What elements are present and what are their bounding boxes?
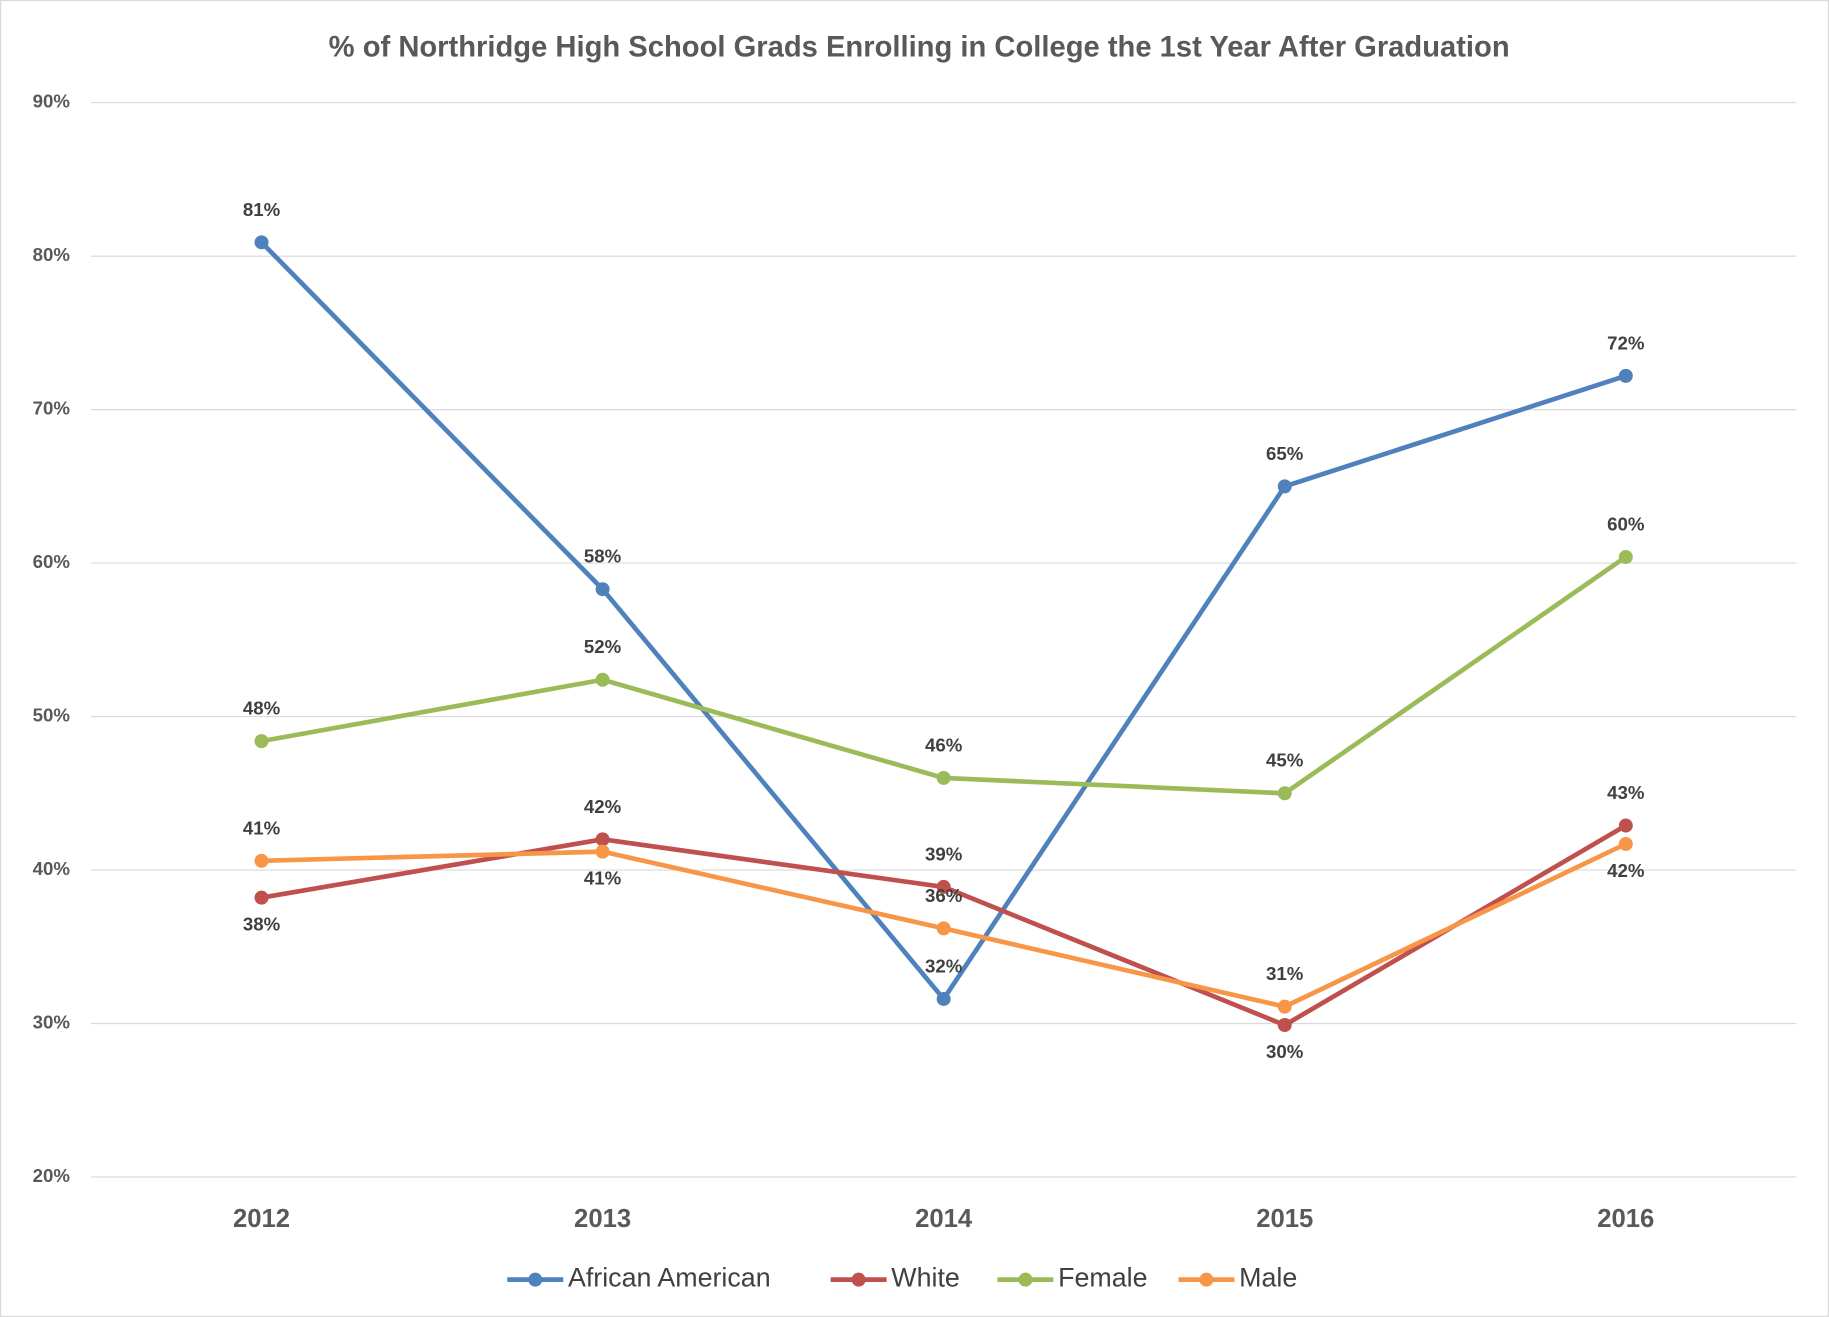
point: [1618, 836, 1633, 851]
point: [1618, 368, 1633, 383]
chart-title: % of Northridge High School Grads Enroll…: [329, 32, 1510, 64]
point: [254, 890, 269, 905]
y-tick-label: 30%: [33, 1011, 71, 1032]
data-label: 48%: [243, 698, 281, 719]
point: [595, 582, 610, 597]
data-label: 52%: [584, 636, 622, 657]
data-label: 81%: [243, 199, 281, 220]
legend-marker: [1018, 1272, 1033, 1287]
data-label: 45%: [1266, 750, 1304, 771]
point: [1618, 818, 1633, 833]
data-label: 42%: [1607, 860, 1645, 881]
point: [936, 879, 951, 894]
data-label: 43%: [1607, 782, 1645, 803]
point: [1277, 999, 1292, 1014]
legend-label: Female: [1058, 1263, 1147, 1293]
y-tick-label: 50%: [33, 704, 71, 725]
point: [1277, 786, 1292, 801]
y-tick-label: 90%: [33, 91, 71, 112]
legend-marker: [851, 1272, 866, 1287]
y-tick-label: 60%: [33, 551, 71, 572]
data-label: 58%: [584, 546, 622, 567]
y-tick-label: 70%: [33, 398, 71, 419]
legend-label: African American: [568, 1263, 771, 1293]
data-label: 72%: [1607, 332, 1645, 353]
data-label: 42%: [584, 796, 622, 817]
y-tick-label: 20%: [33, 1165, 71, 1186]
point: [1277, 479, 1292, 494]
x-tick-label: 2013: [574, 1205, 631, 1233]
data-label: 39%: [925, 843, 963, 864]
x-tick-label: 2012: [233, 1205, 290, 1233]
legend-label: White: [891, 1263, 960, 1293]
legend-marker: [1199, 1272, 1214, 1287]
point: [936, 921, 951, 936]
point: [254, 235, 269, 250]
x-tick-label: 2014: [915, 1205, 973, 1233]
y-tick-label: 80%: [33, 244, 71, 265]
x-tick-label: 2015: [1256, 1205, 1313, 1233]
legend-marker: [528, 1272, 543, 1287]
point: [595, 672, 610, 687]
data-label: 36%: [925, 885, 963, 906]
legend-label: Male: [1239, 1263, 1297, 1293]
y-tick-label: 40%: [33, 858, 71, 879]
data-label: 41%: [584, 868, 622, 889]
data-label: 65%: [1266, 443, 1304, 464]
point: [254, 853, 269, 868]
point: [254, 734, 269, 749]
point: [1618, 549, 1633, 564]
point: [936, 770, 951, 785]
data-label: 30%: [1266, 1041, 1304, 1062]
x-tick-label: 2016: [1597, 1205, 1654, 1233]
data-label: 32%: [925, 955, 963, 976]
data-label: 60%: [1607, 513, 1645, 534]
point: [936, 991, 951, 1006]
point: [1277, 1018, 1292, 1033]
data-label: 38%: [243, 914, 281, 935]
data-label: 41%: [243, 817, 281, 838]
point: [595, 832, 610, 847]
data-label: 46%: [925, 734, 963, 755]
point: [595, 844, 610, 859]
data-label: 31%: [1266, 963, 1304, 984]
